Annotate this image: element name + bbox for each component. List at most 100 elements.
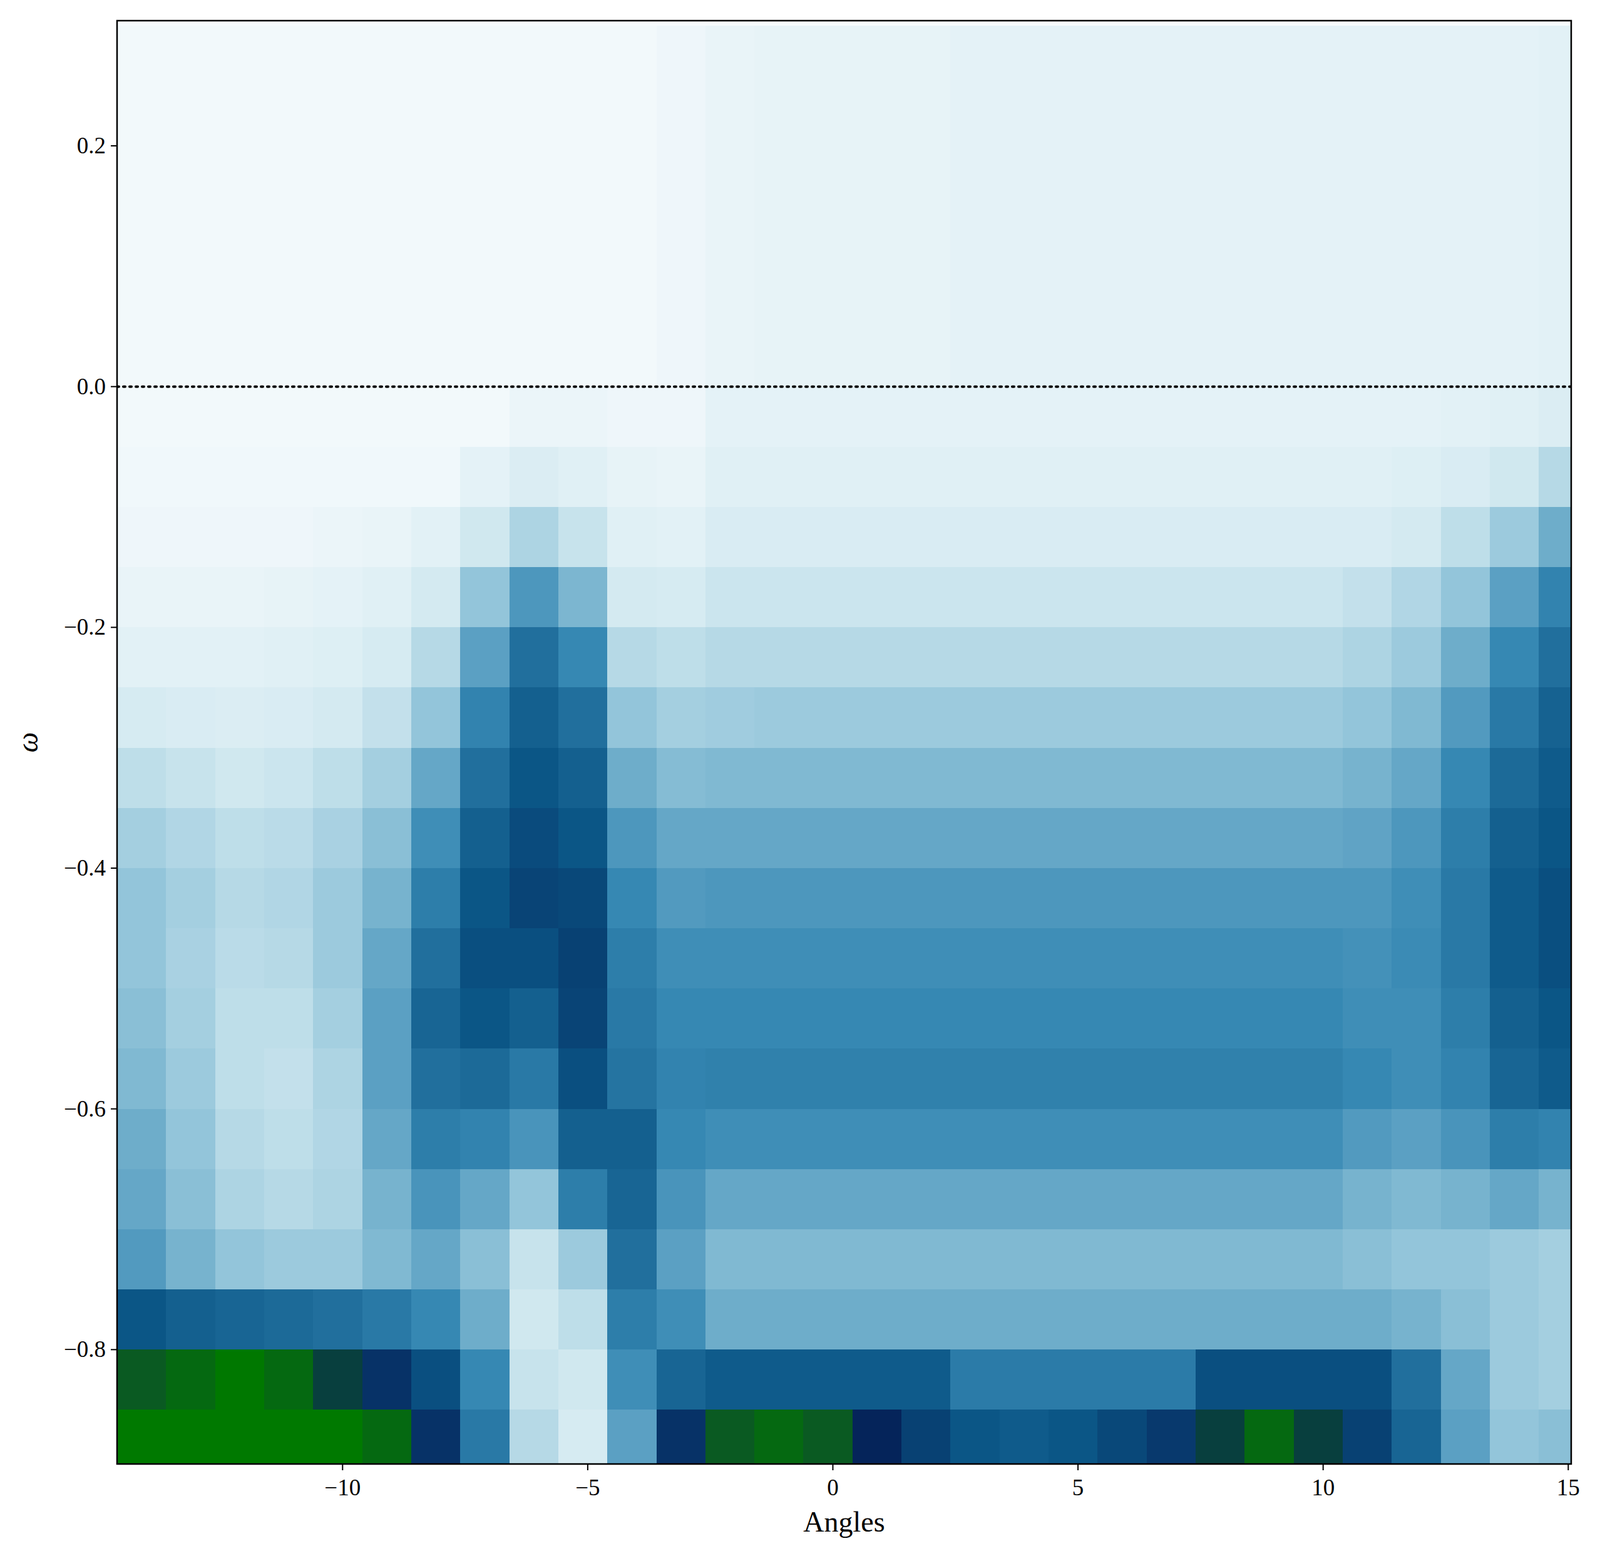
heat-cell <box>1391 266 1442 327</box>
heat-cell <box>1441 928 1491 990</box>
heat-cell <box>607 748 657 809</box>
heat-cell <box>852 446 903 508</box>
heat-cell <box>754 1169 804 1231</box>
heat-cell <box>1048 205 1098 267</box>
heat-cell <box>1441 567 1491 628</box>
heat-cell <box>509 928 559 990</box>
heat-cell <box>607 85 657 147</box>
heat-cell <box>558 627 608 688</box>
heat-cell <box>165 988 216 1050</box>
heat-cell <box>950 386 1000 448</box>
heat-cell <box>1391 748 1442 809</box>
heat-cell <box>1489 567 1540 628</box>
heat-cell <box>901 446 951 508</box>
heat-cell <box>1391 326 1442 388</box>
heat-cell <box>950 988 1000 1050</box>
heat-cell <box>1293 808 1344 869</box>
heat-cell <box>460 85 510 147</box>
heat-cell <box>460 1048 510 1110</box>
heat-cell <box>852 25 903 87</box>
y-tick-label: −0.2 <box>63 614 106 640</box>
heat-cell <box>1441 205 1491 267</box>
heat-cell <box>1441 1229 1491 1291</box>
heat-cell <box>509 1409 559 1465</box>
heat-cell <box>1391 85 1442 147</box>
heat-cell <box>950 1229 1000 1291</box>
heat-cell <box>1391 205 1442 267</box>
heat-cell <box>509 748 559 809</box>
heat-cell <box>1097 446 1147 508</box>
heat-cell <box>1441 1048 1491 1110</box>
heat-cell <box>803 868 853 929</box>
heat-cell <box>607 868 657 929</box>
heat-cell <box>1048 748 1098 809</box>
heat-cell <box>264 928 314 990</box>
heat-cell <box>1538 1409 1572 1465</box>
heat-cell <box>1146 145 1197 207</box>
heat-cell <box>460 808 510 869</box>
heat-cell <box>1244 507 1294 568</box>
heat-cell <box>1441 25 1491 87</box>
heat-cell <box>1441 1409 1491 1465</box>
heat-cell <box>901 25 951 87</box>
heat-cell <box>411 1048 461 1110</box>
heat-cell <box>803 326 853 388</box>
heat-cell <box>950 205 1000 267</box>
heat-cell <box>1244 928 1294 990</box>
x-tick <box>587 1464 589 1471</box>
heat-cell <box>117 1109 167 1170</box>
heat-cell <box>1391 627 1442 688</box>
heat-cell <box>1293 85 1344 147</box>
heat-cell <box>950 1048 1000 1110</box>
heat-cell <box>1097 1048 1147 1110</box>
heat-cell <box>607 988 657 1050</box>
heat-cell <box>165 1289 216 1351</box>
heat-cell <box>312 446 363 508</box>
heat-cell <box>705 808 755 869</box>
heat-cell <box>165 1349 216 1411</box>
heat-cell <box>754 808 804 869</box>
heat-cell <box>1097 1409 1147 1465</box>
heat-cell <box>411 687 461 749</box>
heat-cell <box>264 868 314 929</box>
heat-cell <box>1146 868 1197 929</box>
heat-cell <box>558 988 608 1050</box>
heat-cell <box>852 1169 903 1231</box>
heat-cell <box>1538 1109 1572 1170</box>
heat-cell <box>460 1169 510 1231</box>
plot-area <box>117 20 1572 1465</box>
heat-cell <box>1342 748 1393 809</box>
heat-cell <box>1097 326 1147 388</box>
heat-cell <box>607 386 657 448</box>
x-tick-label: −5 <box>575 1474 600 1501</box>
heat-cell <box>656 266 707 327</box>
heat-cell <box>803 507 853 568</box>
heat-cell <box>312 928 363 990</box>
heat-cell <box>558 507 608 568</box>
heat-cell <box>950 1169 1000 1231</box>
heat-cell <box>264 145 314 207</box>
heat-cell <box>362 1109 412 1170</box>
heat-cell <box>1441 1169 1491 1231</box>
heat-cell <box>1441 748 1491 809</box>
heat-cell <box>803 567 853 628</box>
heat-cell <box>312 205 363 267</box>
heat-cell <box>1195 1229 1246 1291</box>
heat-cell <box>1489 1349 1540 1411</box>
heat-cell <box>1097 567 1147 628</box>
heat-cell <box>607 1169 657 1231</box>
heat-cell <box>1293 627 1344 688</box>
heat-cell <box>215 1109 265 1170</box>
heat-cell <box>1097 1229 1147 1291</box>
heat-cell <box>411 567 461 628</box>
heat-cell <box>901 1048 951 1110</box>
heat-cell <box>1538 386 1572 448</box>
heat-cell <box>312 25 363 87</box>
heat-cell <box>411 145 461 207</box>
heat-cell <box>1097 205 1147 267</box>
heat-cell <box>1342 1409 1393 1465</box>
heat-cell <box>656 85 707 147</box>
heat-cell <box>1048 1229 1098 1291</box>
heat-cell <box>1293 1169 1344 1231</box>
heat-cell <box>558 145 608 207</box>
